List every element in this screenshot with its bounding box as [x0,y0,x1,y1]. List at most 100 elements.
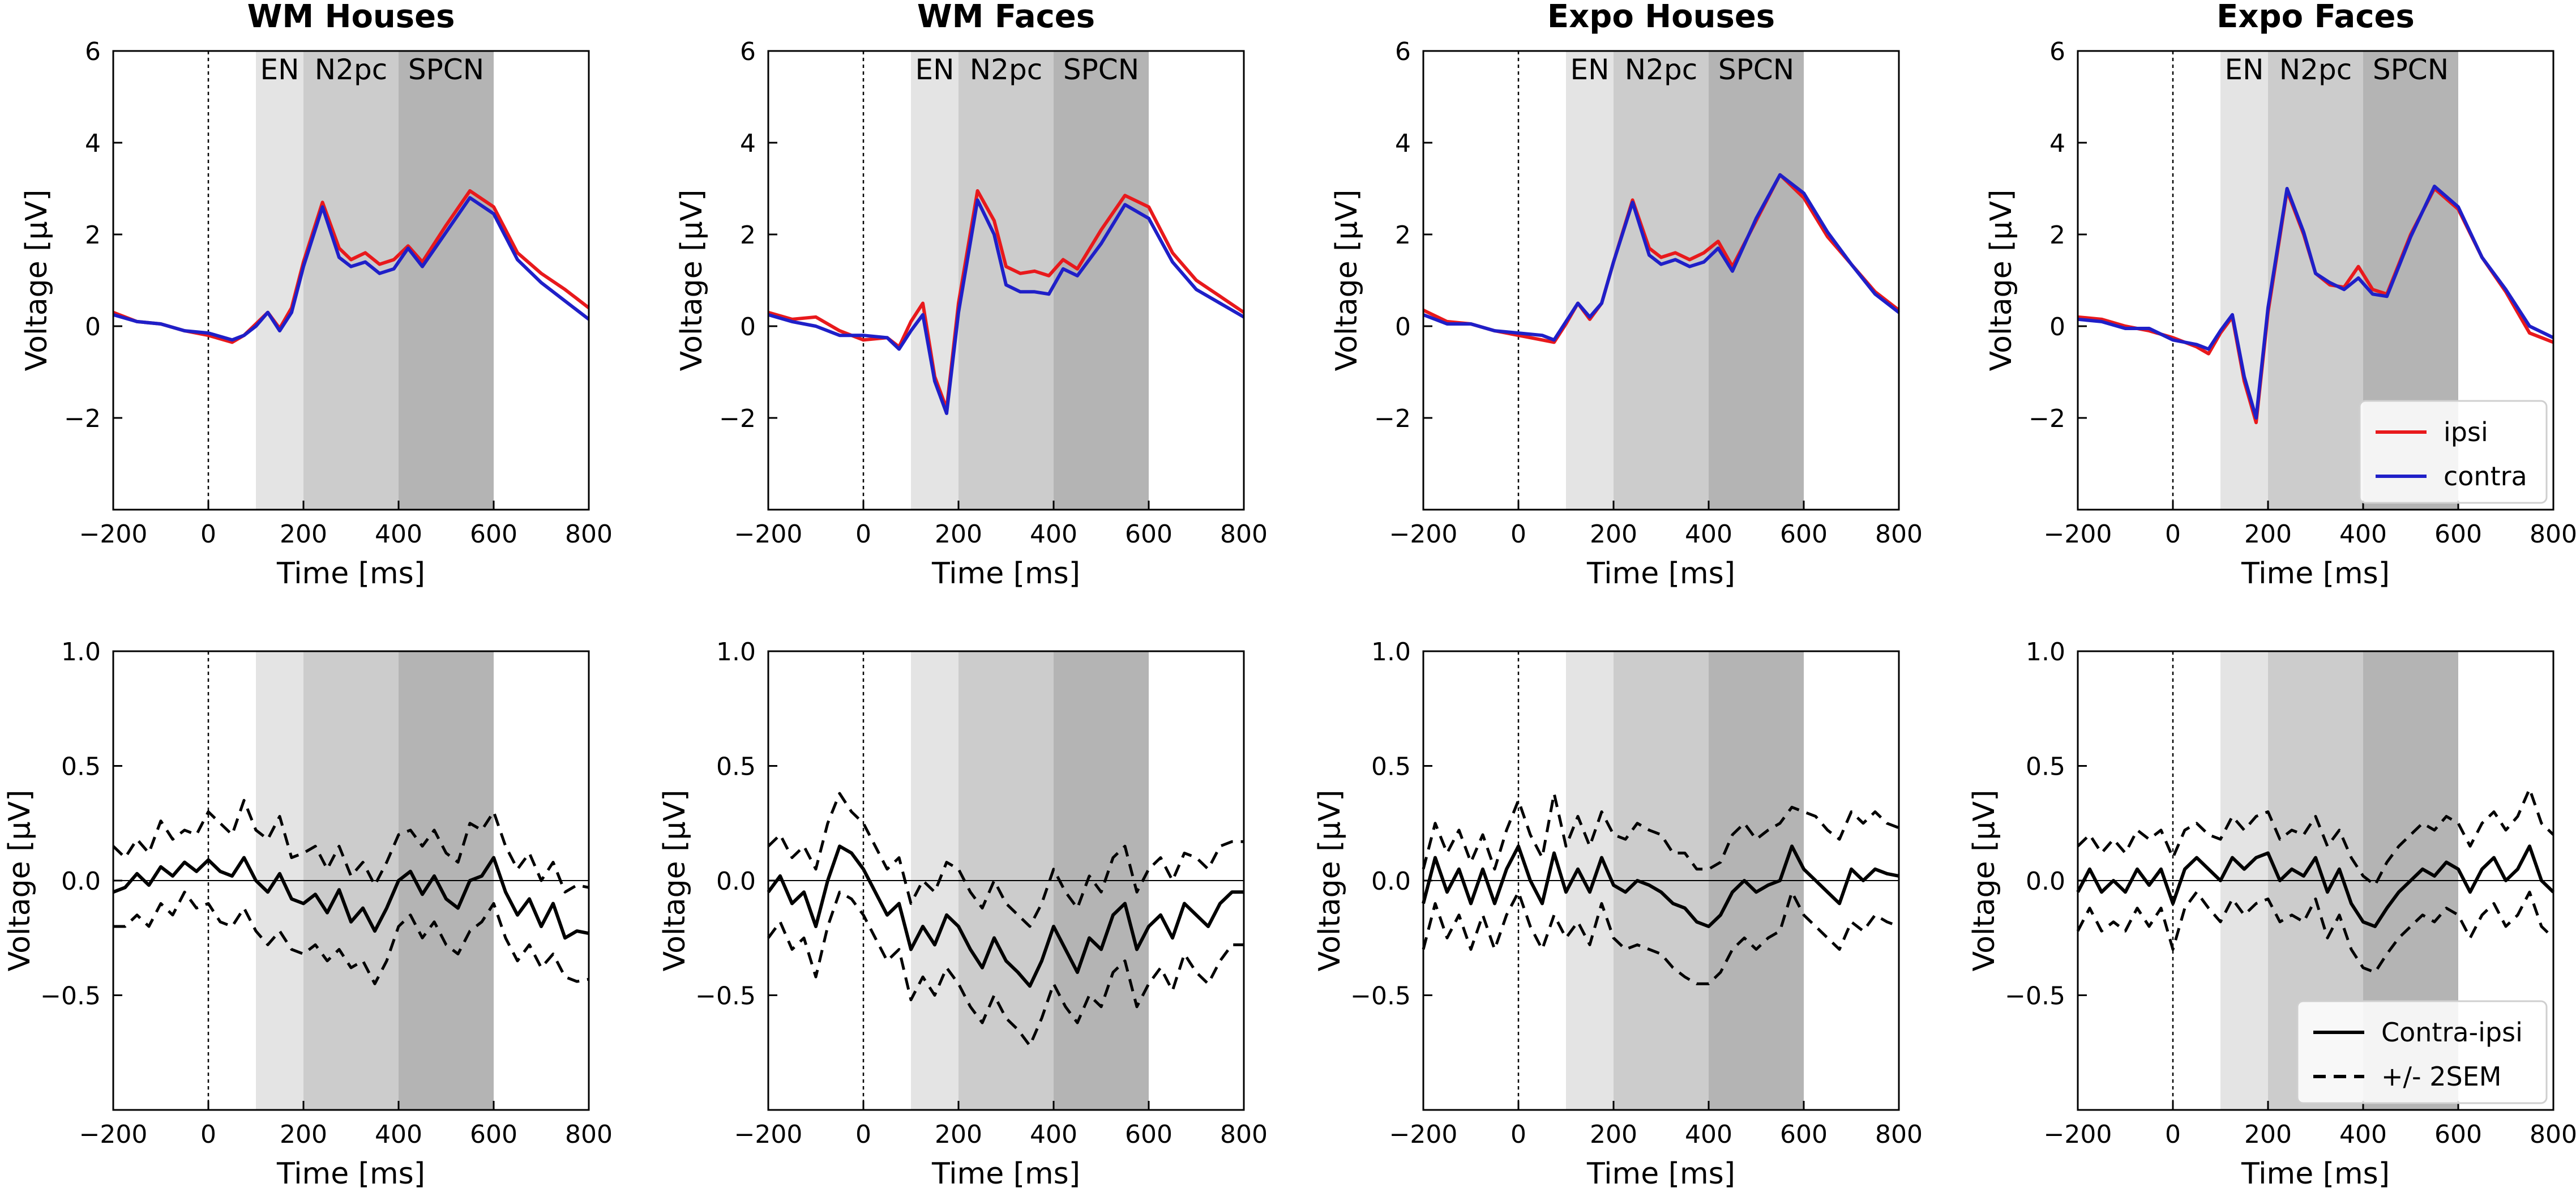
y-tick-label: 0.0 [716,867,756,896]
y-tick-label: 0.5 [2026,753,2065,781]
x-tick-label: 600 [2434,520,2482,549]
y-axis-label: Voltage [µV] [1313,790,1347,972]
y-tick-label: 1.0 [61,638,101,667]
series-contra-ipsi [2076,844,2555,928]
x-axis-label: Time [ms] [1586,557,1735,591]
y-tick-label: 1.0 [1371,638,1411,667]
y-tick-label: 0.5 [1371,753,1411,781]
shade-label-n2pc: N2pc [2279,53,2352,86]
y-axis-label: Voltage [µV] [658,790,692,972]
series-contra [2077,185,2554,420]
series-contra-ipsi [1422,844,1899,928]
shade-label-en: EN [260,53,299,86]
series-ipsi [112,189,590,344]
shade-spcn [399,51,494,510]
x-axis-label: Time [ms] [2241,557,2390,591]
x-tick-label: 200 [2244,520,2292,549]
x-tick-label: −200 [1389,1120,1458,1149]
x-tick-label: 400 [1685,1120,1732,1149]
y-tick-label: 0 [1395,313,1411,341]
legend-label: contra [2444,461,2527,492]
y-tick-label: 6 [1395,37,1411,66]
x-tick-label: 200 [1590,520,1637,549]
x-tick-label: 0 [200,520,216,549]
y-tick-label: 2 [1395,221,1411,250]
x-tick-label: 800 [1875,1120,1923,1149]
shade-spcn [1709,51,1804,510]
series-sem-lower [2076,890,2554,974]
x-tick-label: 800 [565,520,613,549]
x-tick-label: 0 [855,520,871,549]
legend: Contra-ipsi +/- 2SEM [2296,1000,2548,1104]
y-tick-label: 1.0 [716,638,756,667]
panel-title: Expo Faces [2216,0,2415,35]
y-tick-label: 0.5 [61,753,101,781]
x-tick-label: 400 [2339,520,2387,549]
shade-label-n2pc: N2pc [315,53,387,86]
series-ipsi [1422,173,1900,344]
axes-frame [2077,50,2554,511]
panel-erp-4: EN N2pc SPCN −200 0 200 400 600 800 −2 0 2 4 6 Time [m… [1984,0,2576,591]
legend-label: +/- 2SEM [2381,1061,2501,1092]
x-tick-label: −200 [1389,520,1458,549]
y-tick-label: 4 [1395,129,1411,158]
x-tick-label: 400 [1030,1120,1077,1149]
series-ipsi [768,189,1245,411]
x-tick-label: −200 [79,1120,148,1149]
x-tick-label: 600 [1125,520,1173,549]
x-tick-label: 600 [1780,1120,1828,1149]
x-tick-label: 800 [2530,1120,2576,1149]
legend-label: Contra-ipsi [2381,1017,2523,1048]
series-contra [768,198,1245,415]
y-tick-label: 6 [85,37,101,66]
panel-erp-1: EN N2pc SPCN −200 0 200 400 600 800 −2 0 2 4 6 Time [m… [20,0,613,591]
panel-erp-2: EN N2pc SPCN −200 0 200 400 600 800 −2 0 2 4 6 Time [m… [675,0,1268,591]
y-axis-label: Voltage [µV] [675,190,709,371]
y-tick-label: 1.0 [2026,638,2065,667]
y-tick-label: −0.5 [695,982,756,1011]
series-contra-ipsi [767,844,1244,988]
panel-title: WM Houses [247,0,455,35]
shade-en [1566,51,1614,510]
series-contra [113,196,590,342]
shade-label-n2pc: N2pc [1625,53,1697,86]
x-axis-label: Time [ms] [276,557,425,591]
panel-diff-4: −200 0 200 400 600 800 −0.5 0.0 0.5 1.0 Time [ms] V… [1967,638,2576,1191]
y-tick-label: 4 [740,129,756,158]
x-axis-label: Time [ms] [931,557,1080,591]
x-tick-label: 600 [470,1120,517,1149]
x-axis-label: Time [ms] [931,1157,1080,1191]
y-tick-label: 4 [2049,129,2065,158]
x-tick-label: 800 [1220,1120,1268,1149]
x-tick-label: 800 [1875,520,1923,549]
x-tick-label: 600 [470,520,517,549]
y-tick-label: 0.5 [716,753,756,781]
x-tick-label: 200 [1590,1120,1637,1149]
shade-label-en: EN [1571,53,1610,86]
panel-title: WM Faces [917,0,1095,35]
x-tick-label: 200 [280,520,327,549]
y-axis-label: Voltage [µV] [20,190,54,371]
y-tick-label: −0.5 [2005,982,2065,1011]
x-tick-label: 600 [2434,1120,2482,1149]
series-sem-lower [1422,890,1899,985]
shade-spcn [1054,51,1149,510]
panel-diff-3: −200 0 200 400 600 800 −0.5 0.0 0.5 1.0 Time [ms] V… [1313,638,1923,1191]
x-tick-label: 400 [2339,1120,2387,1149]
y-tick-label: −2 [1374,404,1411,433]
y-axis-label: Voltage [µV] [1967,790,2001,972]
x-axis-label: Time [ms] [2241,1157,2390,1191]
x-tick-label: 0 [1510,520,1526,549]
panel-diff-2: −200 0 200 400 600 800 −0.5 0.0 0.5 1.0 Time [ms] V… [658,638,1268,1191]
y-axis-label: Voltage [µV] [1330,190,1364,371]
series-sem-upper [1422,792,1899,871]
y-tick-label: 4 [85,129,101,158]
x-tick-label: 800 [2530,520,2576,549]
shade-en [256,51,303,510]
series-contra [1422,173,1900,342]
series-contra-ipsi [112,856,589,940]
shade-label-spcn: SPCN [408,53,484,86]
shade-en [911,51,958,510]
series-sem-lower [113,890,589,985]
